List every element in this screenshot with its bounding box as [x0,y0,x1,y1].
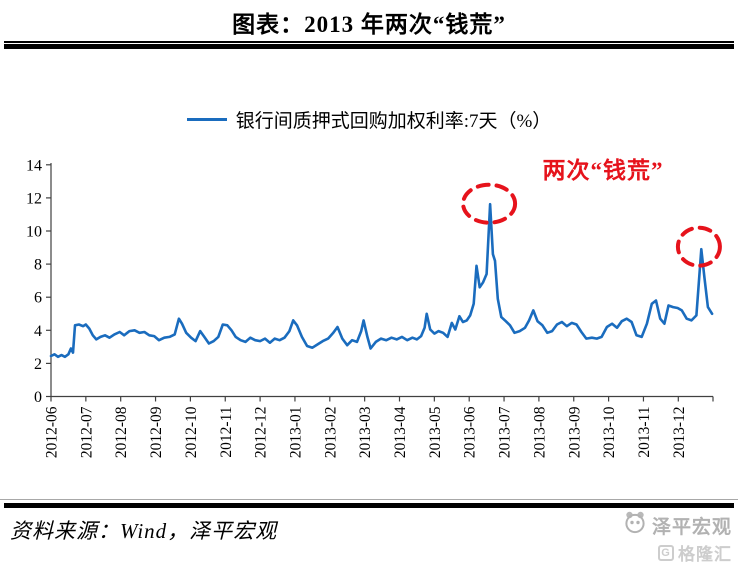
x-tick-label: 2012-08 [113,406,130,458]
x-tick-label: 2012-11 [218,407,235,458]
legend-line-swatch [186,118,227,121]
watermark-brand-row: 泽平宏观 [623,510,732,540]
x-tick-label: 2013-05 [427,406,444,458]
x-tick-label: 2012-12 [253,407,270,459]
y-tick-label: 0 [34,389,42,406]
g-square-icon: G [658,544,674,561]
series-line [49,202,714,359]
watermark-sub-text: 格隆汇 [678,545,732,562]
top-divider [4,41,734,49]
watermark: 泽平宏观 G 格隆汇 [623,510,732,562]
y-tick-label: 12 [26,190,42,207]
x-tick-label: 2013-06 [462,406,479,458]
y-tick-label: 10 [26,224,42,241]
x-tick-label: 2013-08 [531,406,548,458]
page-title: 图表：2013 年两次“钱荒” [232,12,506,37]
bottom-divider [4,503,734,508]
y-tick-label: 2 [34,356,42,373]
x-tick-label: 2013-11 [636,407,653,458]
bottom-hairline [0,499,738,500]
x-tick-label: 2013-07 [497,406,514,458]
x-tick-label: 2013-10 [601,406,618,458]
x-tick-label: 2013-04 [392,406,409,458]
watermark-brand-text: 泽平宏观 [651,516,732,538]
x-tick-label: 2013-03 [357,406,374,458]
x-tick-label: 2013-01 [287,407,304,459]
y-tick-label: 6 [34,290,42,307]
y-tick-label: 4 [34,323,42,340]
x-tick-label: 2013-09 [566,406,583,458]
x-tick-label: 2013-12 [671,407,688,459]
x-tick-label: 2012-07 [78,406,95,458]
x-tick-label: 2012-06 [44,406,61,458]
annotation-circle [461,182,518,225]
y-tick-label: 14 [26,157,42,174]
x-tick-label: 2012-09 [148,406,165,458]
y-tick-label: 8 [34,257,42,274]
legend-label: 银行间质押式回购加权利率:7天（%） [235,111,552,132]
panda-face-icon [623,510,647,540]
x-tick-label: 2012-10 [183,406,200,458]
x-tick-label: 2013-02 [322,407,339,459]
annotation-label: 两次“钱荒” [542,158,664,183]
watermark-sub-row: G 格隆汇 [623,540,732,562]
chart-legend: 银行间质押式回购加权利率:7天（%） [0,106,738,133]
source-text: 资料来源：Wind，泽平宏观 [10,519,278,543]
annotation-circle [675,225,722,268]
